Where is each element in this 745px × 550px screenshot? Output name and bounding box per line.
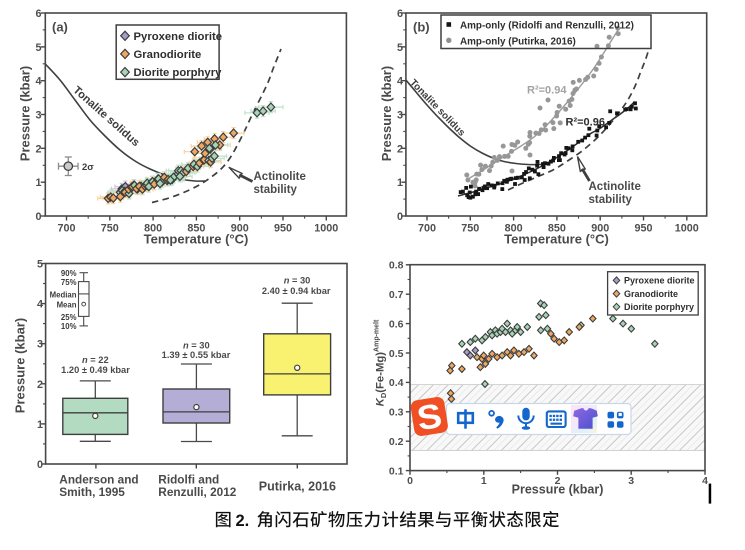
svg-text:0.4: 0.4 [389, 377, 404, 389]
svg-text:stability: stability [589, 194, 633, 206]
svg-text:Diorite porphyry: Diorite porphyry [134, 67, 223, 79]
svg-text:2σ: 2σ [82, 162, 94, 173]
svg-text:0.7: 0.7 [389, 289, 404, 301]
svg-text:0: 0 [407, 475, 413, 487]
svg-text:Pressure (kbar): Pressure (kbar) [379, 66, 394, 161]
svg-text:0.2: 0.2 [389, 436, 404, 448]
svg-text:(b): (b) [413, 20, 430, 35]
svg-text:Diorite porphyry: Diorite porphyry [624, 302, 694, 312]
svg-text:0.5: 0.5 [389, 348, 404, 360]
svg-text:0.1: 0.1 [389, 465, 404, 477]
svg-text:3: 3 [397, 110, 403, 122]
svg-text:850: 850 [187, 223, 205, 235]
svg-text:Anderson and: Anderson and [59, 473, 138, 487]
svg-text:4: 4 [702, 475, 708, 487]
svg-text:2: 2 [35, 143, 41, 155]
svg-text:1000: 1000 [675, 223, 699, 235]
svg-text:Pressure (kbar): Pressure (kbar) [512, 483, 604, 497]
svg-text:0.3: 0.3 [389, 407, 404, 419]
svg-text:Pressure (kbar): Pressure (kbar) [18, 66, 33, 161]
svg-text:750: 750 [101, 223, 119, 235]
svg-text:800: 800 [505, 223, 523, 235]
svg-text:n = 22: n = 22 [82, 355, 109, 365]
svg-text:700: 700 [418, 223, 436, 235]
svg-text:Amp-only (Ridolfi and Renzulli: Amp-only (Ridolfi and Renzulli, 2012) [460, 21, 634, 32]
svg-text:3: 3 [628, 475, 634, 487]
svg-text:2: 2 [555, 475, 561, 487]
svg-text:0.6: 0.6 [389, 318, 404, 330]
svg-text:Mean: Mean [57, 300, 77, 309]
svg-text:5: 5 [37, 259, 43, 271]
svg-text:S: S [414, 396, 444, 438]
svg-text:Median: Median [50, 290, 77, 299]
svg-text:Granodiorite: Granodiorite [134, 49, 202, 61]
svg-text:Actinolite: Actinolite [589, 181, 641, 193]
svg-text:3: 3 [35, 110, 41, 122]
svg-text:4: 4 [37, 299, 43, 311]
svg-text:5: 5 [35, 42, 41, 54]
svg-text:R²=0.94: R²=0.94 [527, 85, 567, 97]
svg-text:800: 800 [144, 223, 162, 235]
svg-text:(a): (a) [52, 20, 68, 35]
svg-text:0: 0 [35, 211, 41, 223]
svg-text:Tonalite solidus: Tonalite solidus [71, 84, 142, 149]
svg-text:Actinolite: Actinolite [254, 171, 306, 183]
svg-text:1: 1 [481, 475, 487, 487]
svg-text:2.: 2. [236, 512, 250, 530]
svg-text:850: 850 [548, 223, 566, 235]
svg-text:2: 2 [37, 379, 43, 391]
svg-text:900: 900 [591, 223, 609, 235]
svg-text:R²=0.96: R²=0.96 [566, 117, 605, 129]
svg-text:950: 950 [274, 223, 292, 235]
svg-text:Amp-only (Putirka, 2016): Amp-only (Putirka, 2016) [460, 37, 576, 48]
svg-text:2: 2 [397, 143, 403, 155]
svg-text:1000: 1000 [314, 223, 338, 235]
svg-text:950: 950 [634, 223, 652, 235]
svg-text:1: 1 [35, 177, 41, 189]
svg-text:6: 6 [397, 8, 403, 20]
svg-text:Pressure (kbar): Pressure (kbar) [13, 318, 28, 413]
svg-text:Ridolfi and: Ridolfi and [158, 473, 219, 487]
svg-text:1.39 ± 0.55 kbar: 1.39 ± 0.55 kbar [162, 350, 231, 360]
svg-text:KD(Fe-Mg)Amp-melt: KD(Fe-Mg)Amp-melt [374, 319, 388, 406]
svg-text:Tonalite solidus: Tonalite solidus [407, 77, 467, 139]
svg-text:10%: 10% [61, 322, 77, 331]
svg-text:n = 30: n = 30 [284, 276, 311, 286]
svg-text:0.8: 0.8 [389, 260, 404, 272]
svg-text:750: 750 [461, 223, 479, 235]
svg-text:1: 1 [397, 177, 403, 189]
svg-text:1: 1 [37, 419, 43, 431]
svg-text:2.40 ± 0.94 kbar: 2.40 ± 0.94 kbar [262, 286, 331, 296]
svg-text:3: 3 [37, 339, 43, 351]
svg-text:n = 30: n = 30 [183, 341, 210, 351]
svg-text:Smith, 1995: Smith, 1995 [59, 485, 125, 499]
svg-text:900: 900 [231, 223, 249, 235]
svg-text:stability: stability [254, 184, 298, 196]
svg-text:90%: 90% [61, 269, 77, 278]
svg-text:4: 4 [35, 76, 41, 88]
svg-text:5: 5 [397, 42, 403, 54]
svg-text:6: 6 [35, 8, 41, 20]
svg-text:Renzulli, 2012: Renzulli, 2012 [158, 485, 236, 499]
svg-text:Putirka, 2016: Putirka, 2016 [259, 479, 336, 493]
svg-text:Temperature (°C): Temperature (°C) [504, 232, 609, 247]
svg-text:0: 0 [397, 211, 403, 223]
svg-text:Temperature (°C): Temperature (°C) [144, 232, 249, 247]
svg-text:1.20 ± 0.49 kbar: 1.20 ± 0.49 kbar [61, 365, 130, 375]
svg-text:4: 4 [397, 76, 403, 88]
svg-text:75%: 75% [61, 278, 77, 287]
svg-text:25%: 25% [61, 313, 77, 322]
svg-text:Pyroxene diorite: Pyroxene diorite [134, 31, 223, 43]
svg-text:Granodiorite: Granodiorite [624, 289, 678, 299]
svg-text:700: 700 [57, 223, 75, 235]
svg-text:0: 0 [37, 459, 43, 471]
svg-text:Pyroxene diorite: Pyroxene diorite [624, 276, 695, 286]
